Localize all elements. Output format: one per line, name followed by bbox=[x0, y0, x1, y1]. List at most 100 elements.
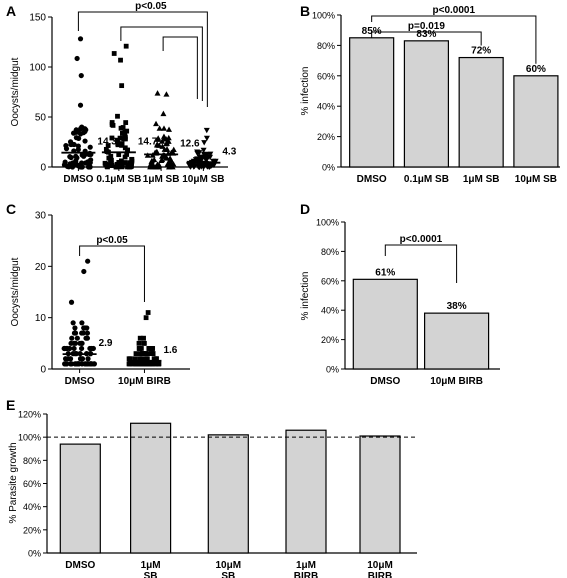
scatter-point bbox=[123, 43, 129, 49]
scatter-point bbox=[155, 136, 162, 142]
scatter-point bbox=[70, 320, 76, 326]
scatter-point bbox=[83, 361, 89, 367]
bar bbox=[513, 75, 559, 168]
scatter-point bbox=[163, 91, 170, 97]
scatter-point bbox=[77, 340, 83, 346]
bar bbox=[207, 434, 249, 554]
scatter-point bbox=[169, 163, 176, 170]
significance-label: p<0.05 bbox=[96, 235, 128, 246]
scatter-point bbox=[151, 156, 158, 163]
panel-letter: B bbox=[300, 3, 310, 19]
significance-bracket bbox=[384, 244, 458, 283]
scatter-point bbox=[126, 356, 132, 362]
scatter-point bbox=[109, 135, 115, 141]
scatter-point bbox=[104, 164, 110, 169]
scatter-point bbox=[146, 361, 151, 367]
y-tick-label: 40% bbox=[321, 306, 339, 316]
category-label-e: DMSO bbox=[65, 560, 95, 571]
scatter-point bbox=[123, 120, 129, 125]
scatter-point bbox=[138, 346, 144, 351]
scatter-point bbox=[138, 351, 143, 356]
scatter-point bbox=[133, 361, 139, 367]
scatter-point bbox=[76, 135, 82, 142]
bar bbox=[458, 56, 504, 168]
scatter-point bbox=[147, 163, 154, 170]
scatter-point bbox=[126, 164, 132, 170]
scatter-point bbox=[153, 361, 158, 367]
scatter-point bbox=[150, 162, 157, 168]
scatter-point bbox=[83, 127, 89, 133]
scatter-point bbox=[141, 335, 146, 341]
bar-value-label: 72% bbox=[471, 46, 491, 57]
panel-c: C Oocysts/midgut 0 10 20 30 DMSO 10μM BIRB 2.9 1.… bbox=[6, 201, 190, 387]
scatter-point bbox=[124, 152, 130, 157]
mean-value-label: 4.3 bbox=[222, 147, 236, 158]
y-tick-label: 80% bbox=[23, 456, 41, 466]
scatter-point bbox=[115, 113, 120, 119]
scatter-point bbox=[159, 143, 166, 149]
scatter-point bbox=[149, 361, 155, 367]
scatter-point bbox=[210, 158, 217, 165]
y-tick-label: 30 bbox=[35, 211, 47, 222]
significance-bracket bbox=[162, 36, 198, 99]
category-label-e: 10μM BIRB bbox=[367, 560, 393, 578]
scatter-point bbox=[86, 162, 92, 168]
y-tick-label: 100 bbox=[29, 63, 46, 74]
scatter-point bbox=[77, 36, 84, 42]
bar-value-label: 60% bbox=[526, 64, 546, 75]
scatter-point bbox=[160, 110, 167, 117]
scatter-point bbox=[115, 137, 120, 143]
significance-bracket bbox=[371, 15, 537, 64]
category-label-b: DMSO bbox=[357, 174, 387, 185]
y-axis-label: Oocysts/midgut bbox=[10, 257, 21, 326]
significance-bracket bbox=[371, 31, 482, 46]
scatter-point bbox=[159, 138, 166, 144]
y-tick-label: 60% bbox=[321, 276, 339, 286]
scatter-point bbox=[85, 356, 91, 362]
bar bbox=[349, 37, 395, 168]
y-tick-label: 100% bbox=[18, 433, 41, 443]
scatter-point bbox=[165, 134, 172, 141]
scatter-point bbox=[204, 155, 211, 161]
scatter-point bbox=[170, 160, 177, 167]
panel-e: E % Parasite growth 0% 20% 40% 60% 80% 100% 120%… bbox=[6, 397, 417, 578]
scatter-point bbox=[161, 153, 168, 159]
scatter-point bbox=[71, 330, 78, 336]
scatter-point bbox=[166, 126, 173, 132]
bar-value-label: 38% bbox=[447, 301, 467, 312]
scatter-point bbox=[204, 152, 211, 158]
scatter-point bbox=[161, 135, 168, 141]
y-tick-label: 40% bbox=[23, 502, 41, 512]
significance-bracket bbox=[120, 26, 203, 101]
bar-value-label: 85% bbox=[362, 26, 382, 37]
scatter-point bbox=[77, 102, 84, 108]
bar bbox=[359, 435, 401, 554]
scatter-point bbox=[122, 154, 128, 160]
category-label-a: 10μM SB bbox=[182, 174, 224, 185]
scatter-point bbox=[116, 164, 122, 170]
category-label-a: 1μM SB bbox=[143, 174, 180, 185]
scatter-point bbox=[103, 146, 109, 152]
bar bbox=[285, 429, 327, 554]
scatter-point bbox=[167, 156, 174, 163]
scatter-point bbox=[118, 57, 123, 63]
y-tick-label: 0 bbox=[40, 365, 46, 376]
scatter-point bbox=[163, 146, 170, 153]
significance-label: p<0.0001 bbox=[433, 5, 476, 16]
y-axis-label: % Parasite growth bbox=[8, 442, 19, 523]
y-tick-label: 100% bbox=[316, 218, 339, 228]
scatter-point bbox=[116, 152, 122, 158]
category-label-a: DMSO bbox=[63, 174, 93, 185]
y-tick-label: 20% bbox=[23, 525, 41, 535]
scatter-point bbox=[64, 163, 71, 170]
scatter-point bbox=[199, 155, 206, 162]
category-label-a: 0.1μM SB bbox=[96, 174, 141, 185]
y-tick-label: 150 bbox=[29, 13, 46, 24]
scatter-point bbox=[106, 155, 112, 161]
scatter-point bbox=[68, 299, 75, 305]
scatter-point bbox=[72, 325, 78, 331]
mean-value-label: 12.6 bbox=[180, 138, 200, 149]
scatter-point bbox=[154, 161, 161, 167]
scatter-point bbox=[156, 125, 163, 131]
